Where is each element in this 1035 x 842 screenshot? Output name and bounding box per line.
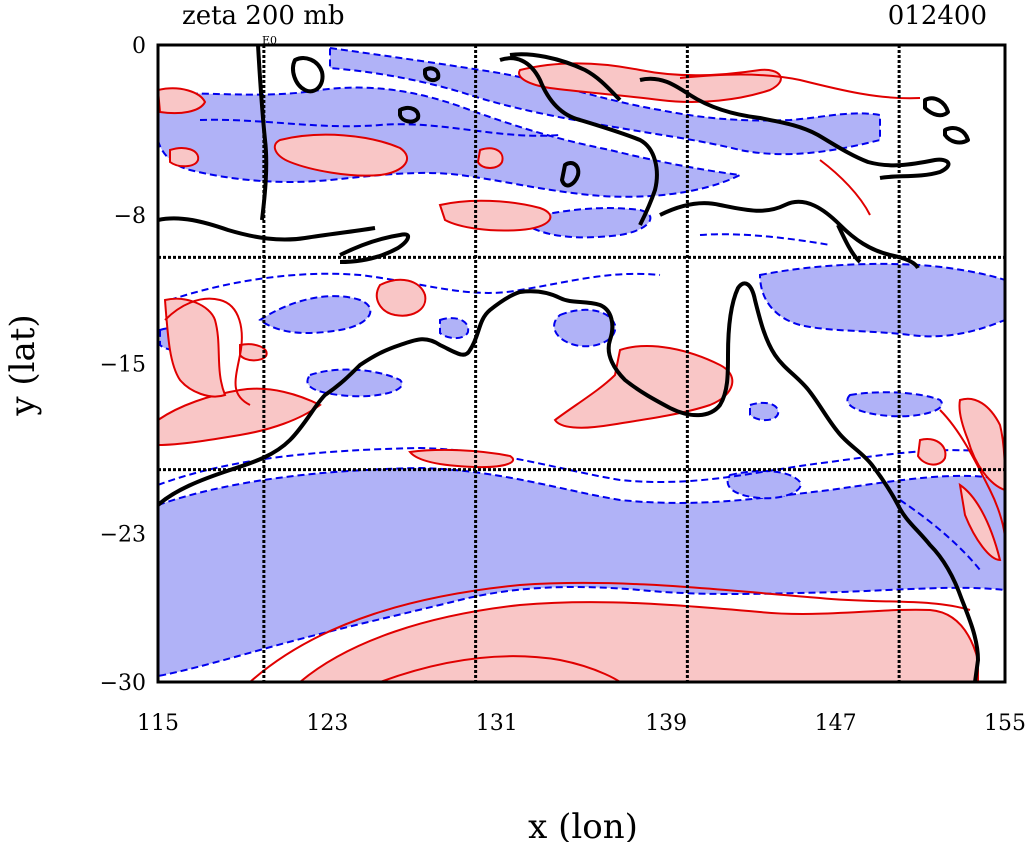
x-tick-labels: 115 123 131 139 147 155 <box>137 711 1026 736</box>
negative-region-south-band <box>158 466 1005 678</box>
negative-region-west-middle <box>258 295 372 334</box>
positive-contour-south-inner <box>379 655 621 682</box>
positive-contour-east-edge <box>939 409 1005 541</box>
y-tick-label: −8 <box>114 204 146 229</box>
y-tick-label: −30 <box>100 671 146 696</box>
positive-region-south-band <box>298 601 979 682</box>
positive-region-south-strip <box>408 448 514 469</box>
y-tick-label: 0 <box>132 34 146 59</box>
coastline-small-isl-1 <box>291 56 325 94</box>
positive-vorticity-regions <box>158 62 1005 682</box>
negative-region-northwest <box>158 86 744 198</box>
positive-region-west-upper <box>163 297 227 398</box>
positive-region-east-edge <box>958 397 1005 492</box>
x-tick-label: 123 <box>306 711 348 736</box>
positive-region-small-3 <box>916 438 947 466</box>
x-tick-label: 131 <box>476 711 518 736</box>
negative-region-small-3 <box>749 401 780 422</box>
coastline-small-isl-3 <box>560 161 581 188</box>
y-tick-label: −15 <box>100 353 146 378</box>
x-tick-label: 115 <box>137 711 179 736</box>
positive-region-central-middle <box>375 278 427 317</box>
positive-region-north-top <box>518 62 782 103</box>
map-plot-area <box>158 45 1005 682</box>
coastline-australia <box>158 281 980 682</box>
positive-region-east-southeast <box>958 482 1002 562</box>
title-right: 012400 <box>888 1 987 31</box>
positive-region-northwest <box>273 133 408 177</box>
y-axis-label: y (lat) <box>3 314 43 416</box>
coastline-new-guinea-west <box>509 52 622 102</box>
coastline-cape-york <box>836 224 862 264</box>
coastline-small-isl-4 <box>943 126 970 145</box>
positive-contour-south-outer <box>249 581 971 682</box>
grid-lines <box>158 45 1005 682</box>
negative-contour-southeast <box>899 499 981 571</box>
negative-region-central-north <box>517 207 652 239</box>
negative-region-east-middle <box>758 262 1005 338</box>
negative-contour-middle-west <box>169 272 661 301</box>
coastline-java <box>158 216 376 242</box>
positive-region-north-center <box>438 199 552 232</box>
coastline-small-isl-2 <box>398 106 421 124</box>
x-axis-label: x (lon) <box>528 807 638 842</box>
positive-region-small-1 <box>169 147 200 168</box>
title-left: zeta 200 mb <box>182 1 345 31</box>
plot-frame <box>156 43 1007 684</box>
y-tick-label: −23 <box>100 522 146 547</box>
negative-contour-north-band <box>199 118 561 137</box>
negative-contour-south-outer <box>158 446 1005 486</box>
negative-region-small-2 <box>439 317 470 340</box>
coastline-sulawesi <box>499 56 659 226</box>
small-map-label: E0 <box>262 34 277 47</box>
negative-region-east-south <box>846 391 943 418</box>
negative-vorticity-regions <box>158 46 1005 678</box>
coastline-northwest-small <box>923 96 950 118</box>
coastline-new-guinea-north <box>639 76 951 180</box>
positive-contour-north-band <box>679 73 921 100</box>
x-tick-label: 155 <box>984 711 1026 736</box>
negative-contour-east-middle-2 <box>699 233 831 246</box>
x-tick-label: 139 <box>645 711 687 736</box>
y-tick-labels: 0 −8 −15 −23 −30 <box>100 34 146 696</box>
positive-region-small-2 <box>476 147 504 169</box>
negative-vorticity-contours <box>158 118 1005 571</box>
positive-region-small-4 <box>239 343 268 362</box>
positive-vorticity-contours <box>164 73 1005 682</box>
x-tick-label: 147 <box>815 711 857 736</box>
positive-region-north-west-top <box>158 87 207 115</box>
negative-region-north-top <box>329 46 881 156</box>
positive-contour-east-north <box>819 159 871 216</box>
negative-region-central <box>553 308 617 348</box>
coastline-small-isl-5 <box>423 66 441 83</box>
positive-contour-west-loop <box>164 297 251 406</box>
coastline-papua <box>659 199 920 270</box>
